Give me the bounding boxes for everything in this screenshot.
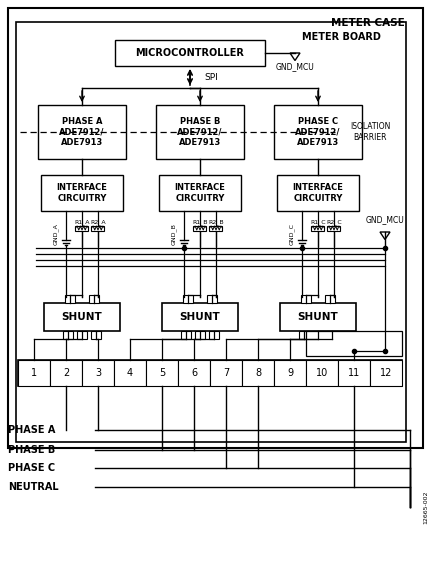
Text: GND_A: GND_A [53, 223, 59, 245]
Text: R1_C: R1_C [309, 219, 325, 225]
Bar [210, 360, 241, 386]
Bar [193, 226, 206, 230]
Bar [194, 331, 204, 339]
Bar [159, 175, 240, 211]
Text: PHASE B: PHASE B [8, 445, 55, 455]
Text: METER CASE: METER CASE [330, 18, 404, 28]
Bar [369, 360, 401, 386]
Bar [82, 360, 114, 386]
Bar [16, 22, 405, 442]
Text: R1_A: R1_A [74, 219, 89, 225]
Text: R2_A: R2_A [90, 219, 105, 225]
Text: NEUTRAL: NEUTRAL [8, 482, 59, 492]
Text: ISOLATION
BARRIER: ISOLATION BARRIER [349, 122, 389, 142]
Bar [114, 360, 146, 386]
Text: PHASE A
ADE7912/
ADE7913: PHASE A ADE7912/ ADE7913 [59, 117, 105, 147]
Text: 5: 5 [158, 368, 165, 378]
Bar [241, 360, 273, 386]
Bar [146, 360, 178, 386]
Text: SHUNT: SHUNT [179, 312, 220, 322]
Bar [44, 303, 120, 331]
Text: MICROCONTROLLER: MICROCONTROLLER [135, 48, 244, 58]
Text: GND_MCU: GND_MCU [275, 63, 314, 71]
Bar [279, 303, 355, 331]
Bar [300, 295, 310, 303]
Bar [156, 105, 243, 159]
Bar [77, 331, 87, 339]
Bar [181, 331, 191, 339]
Text: INTERFACE
CIRCUITRY: INTERFACE CIRCUITRY [292, 183, 343, 202]
Text: PHASE A: PHASE A [8, 425, 55, 435]
Bar [89, 295, 99, 303]
Text: 6: 6 [191, 368, 197, 378]
Text: 12: 12 [379, 368, 391, 378]
Text: PHASE C
ADE7912/
ADE7913: PHASE C ADE7912/ ADE7913 [295, 117, 340, 147]
Text: SPI: SPI [204, 72, 217, 82]
Bar [337, 360, 369, 386]
Text: 7: 7 [222, 368, 229, 378]
Bar [65, 295, 75, 303]
Bar [76, 226, 88, 230]
Text: 11: 11 [347, 368, 359, 378]
Bar [276, 175, 358, 211]
Text: INTERFACE
CIRCUITRY: INTERFACE CIRCUITRY [56, 183, 107, 202]
Bar [273, 360, 305, 386]
Bar [324, 295, 334, 303]
Bar [91, 331, 101, 339]
Bar [8, 8, 422, 448]
Bar [41, 175, 123, 211]
Text: 8: 8 [254, 368, 260, 378]
Bar [208, 331, 218, 339]
Text: METER BOARD: METER BOARD [301, 32, 380, 42]
Bar [178, 360, 210, 386]
Bar [63, 331, 73, 339]
Bar [305, 360, 337, 386]
Text: PHASE C: PHASE C [8, 463, 55, 473]
Text: GND_B: GND_B [171, 223, 177, 245]
Bar [327, 226, 340, 230]
Text: INTERFACE
CIRCUITRY: INTERFACE CIRCUITRY [174, 183, 225, 202]
Text: SHUNT: SHUNT [297, 312, 338, 322]
Bar [207, 295, 217, 303]
Bar [209, 226, 222, 230]
Bar [18, 360, 401, 386]
Bar [18, 360, 50, 386]
Text: 10: 10 [315, 368, 327, 378]
Bar [298, 331, 308, 339]
Text: PHASE B
ADE7912/
ADE7913: PHASE B ADE7912/ ADE7913 [177, 117, 222, 147]
Bar [161, 303, 237, 331]
Text: 2: 2 [63, 368, 69, 378]
Bar [305, 331, 401, 356]
Text: 3: 3 [95, 368, 101, 378]
Bar [273, 105, 361, 159]
Bar [50, 360, 82, 386]
Bar [115, 40, 264, 66]
Text: GND_MCU: GND_MCU [365, 216, 404, 224]
Bar [38, 105, 126, 159]
Bar [311, 226, 324, 230]
Text: R2_B: R2_B [208, 219, 224, 225]
Bar [91, 226, 104, 230]
Text: SHUNT: SHUNT [62, 312, 102, 322]
Text: R2_C: R2_C [326, 219, 341, 225]
Bar [183, 295, 193, 303]
Text: 1: 1 [31, 368, 37, 378]
Text: GND_C: GND_C [289, 223, 294, 245]
Text: 9: 9 [286, 368, 293, 378]
Text: R1_B: R1_B [192, 219, 207, 225]
Text: 4: 4 [127, 368, 133, 378]
Bar [326, 331, 336, 339]
Text: 12665-002: 12665-002 [423, 490, 427, 524]
Bar [312, 331, 322, 339]
